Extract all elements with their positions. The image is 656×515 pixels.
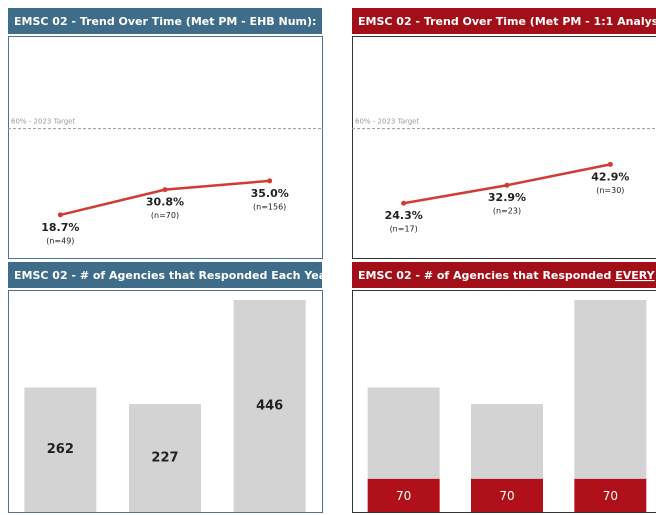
chart-frame — [8, 36, 323, 259]
point — [401, 200, 407, 206]
point — [504, 182, 510, 188]
value-label: 446 — [256, 398, 283, 413]
target-label: 60% - 2023 Target — [11, 118, 75, 126]
point — [57, 212, 63, 218]
value-label: 30.8% — [146, 196, 184, 209]
title-part: Year: — [655, 269, 656, 282]
target-label: 60% - 2023 Target — [355, 118, 419, 126]
chart-title: EMSC 02 - # of Agencies that Responded E… — [14, 269, 336, 282]
value-label: 35.0% — [251, 187, 289, 200]
point — [162, 187, 168, 193]
count-label: (n=156) — [253, 202, 286, 211]
title-part: EVERY — [615, 269, 655, 282]
bar-segment — [574, 478, 647, 512]
count-label: (n=30) — [596, 186, 624, 195]
chart-frame — [352, 290, 656, 513]
value-label: 70 — [603, 489, 618, 503]
title-bar — [352, 262, 656, 288]
chart-frame — [352, 36, 656, 259]
point — [607, 161, 613, 167]
bar-segment — [367, 387, 440, 479]
bar-segment — [574, 299, 647, 479]
count-label: (n=70) — [151, 211, 179, 220]
value-label: 32.9% — [488, 191, 526, 204]
chart-title: EMSC 02 - # of Agencies that Responded E… — [358, 269, 656, 282]
point — [267, 178, 273, 184]
value-label: 227 — [151, 451, 178, 466]
bar — [233, 299, 306, 512]
chart-frame — [8, 290, 323, 513]
value-label: 18.7% — [41, 221, 79, 234]
bar-segment — [471, 478, 543, 512]
bar — [129, 404, 201, 512]
title-bar — [352, 8, 656, 34]
count-label: (n=23) — [493, 207, 521, 216]
value-label: 70 — [396, 489, 411, 503]
title-part: EMSC 02 - # of Agencies that Responded — [358, 269, 615, 282]
value-label: 70 — [499, 489, 514, 503]
value-label: 262 — [47, 442, 74, 457]
chart-title: EMSC 02 - Trend Over Time (Met PM - EHB … — [14, 15, 316, 28]
value-label: 42.9% — [591, 170, 629, 183]
title-bar — [8, 262, 322, 288]
bar-segment — [367, 478, 440, 512]
count-label: (n=17) — [390, 225, 418, 234]
count-label: (n=49) — [46, 236, 74, 245]
bar — [24, 387, 97, 512]
value-label: 24.3% — [385, 209, 423, 222]
title-bar — [8, 8, 322, 34]
bar-segment — [471, 404, 543, 479]
chart-title: EMSC 02 - Trend Over Time (Met PM - 1:1 … — [358, 15, 656, 28]
